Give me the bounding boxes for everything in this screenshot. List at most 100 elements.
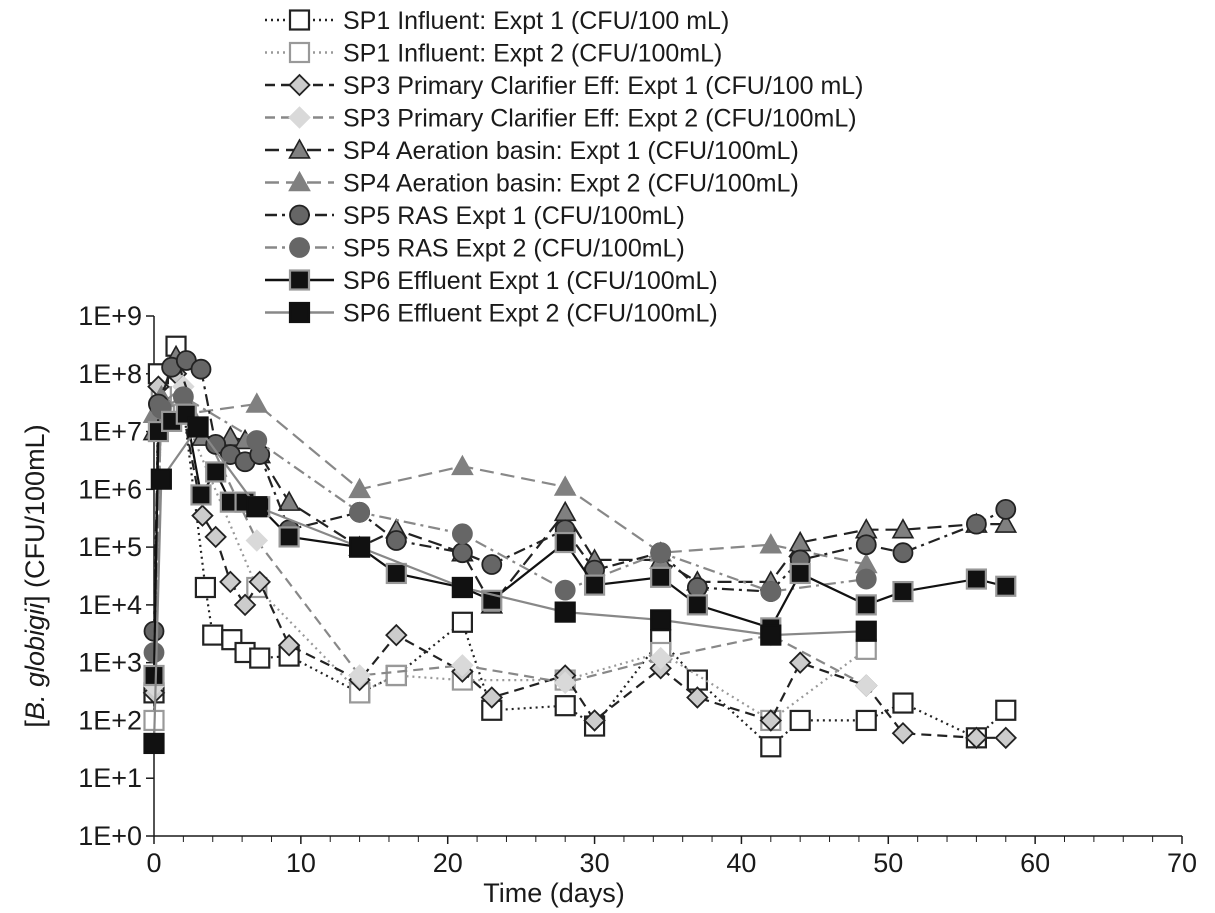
y-axis-title: [B. globigii] (CFU/100mL) [20,424,50,727]
legend-item: SP5 RAS Expt 1 (CFU/100mL) [265,202,685,230]
data-point [995,699,1017,721]
data-point [172,386,194,408]
legend-label: SP4 Aeration basin: Expt 1 (CFU/100mL) [343,137,799,165]
legend-item: SP1 Influent: Expt 2 (CFU/100mL) [265,40,722,68]
y-tick-label: 1E+1 [78,763,142,793]
y-tick-label: 1E+4 [78,590,142,620]
data-point [246,496,268,518]
series-line [152,425,867,744]
y-tick-label: 1E+3 [78,648,142,678]
data-point [789,709,811,732]
data-point [583,574,606,596]
data-point [480,686,504,709]
data-point [760,581,782,602]
y-tick-label: 1E+6 [78,474,142,504]
data-point [788,651,812,674]
series-line [152,353,1006,607]
data-point [190,358,212,380]
legend-marker-swatch [288,73,311,97]
data-point [554,601,576,623]
legend-item: SP6 Effluent Expt 1 (CFU/100mL) [265,267,718,295]
legend-marker-swatch [288,138,311,159]
data-point [245,392,269,413]
data-point [385,562,407,585]
legend-item: SP4 Aeration basin: Expt 2 (CFU/100mL) [265,170,799,198]
legend-item: SP5 RAS Expt 2 (CFU/100mL) [265,235,685,263]
y-tick-label: 1E+7 [78,417,142,447]
data-point [249,647,271,669]
data-point [554,695,576,717]
data-point [553,500,577,522]
x-axis-title: Time (days) [483,878,625,908]
x-tick-label: 0 [146,848,161,878]
data-point [202,624,224,646]
series-10 [143,416,877,755]
legend-marker-swatch [289,204,310,226]
series-line [152,359,1007,632]
data-point [994,726,1018,750]
data-point [553,475,577,496]
y-tick-label: 1E+8 [78,359,142,389]
data-point [385,530,407,551]
data-point [349,501,371,523]
data-point [553,671,577,694]
data-point [143,732,165,755]
legend-label: SP5 RAS Expt 1 (CFU/100mL) [343,202,685,230]
legend-marker-swatch [288,170,311,192]
legend-label: SP5 RAS Expt 2 (CFU/100mL) [343,235,685,263]
data-point [451,611,473,633]
legend-marker-swatch [288,301,311,324]
data-point [650,609,672,631]
legend: SP1 Influent: Expt 1 (CFU/100 mL) SP1 Inf… [265,7,864,328]
y-axis-title-suffix: ] (CFU/100mL) [20,424,50,603]
data-point [245,529,269,552]
data-point [855,568,877,590]
x-tick-label: 70 [1167,848,1197,878]
plot-area [142,335,1018,758]
data-point [855,620,877,642]
legend-label: SP1 Influent: Expt 2 (CFU/100mL) [343,40,722,68]
data-point [248,570,271,594]
y-tick-label: 1E+9 [78,301,142,331]
series-8 [143,386,877,663]
data-point [650,542,672,564]
y-tick-label: 1E+5 [78,532,142,562]
data-point [554,531,576,554]
data-point [760,624,782,646]
y-tick-label: 1E+0 [78,821,142,851]
data-point [219,570,242,594]
data-point [278,526,300,548]
data-point [385,664,407,687]
data-point [892,580,914,603]
data-point [451,576,473,599]
data-point [855,709,877,732]
data-point [686,594,708,616]
legend-item: SP4 Aeration basin: Expt 1 (CFU/100mL) [265,137,799,165]
data-point [204,525,227,549]
data-point [385,623,408,647]
y-axis-title-italic: B. globigii [20,602,50,720]
legend-item: SP6 Effluent Expt 2 (CFU/100mL) [265,300,718,328]
legend-label: SP3 Primary Clarifier Eff: Expt 2 (CFU/1… [343,105,857,133]
legend-marker-swatch [288,41,311,64]
series-1 [143,335,1017,758]
data-point [451,454,474,476]
data-point [891,722,915,745]
data-point [966,513,987,535]
x-tick-label: 20 [433,848,463,878]
y-axis-title-prefix: [ [20,720,50,728]
data-point [205,433,227,455]
data-point [892,542,914,564]
data-point [190,484,212,506]
data-point [995,575,1017,597]
data-point [995,498,1017,520]
series-line [152,412,1007,676]
legend-marker-swatch [289,237,310,258]
x-ticks: 0 10 20 30 40 50 60 70 [146,836,1197,878]
x-tick-label: 50 [873,848,903,878]
data-point [649,646,672,670]
data-point [150,468,172,490]
data-point [277,634,301,657]
data-point [277,490,301,511]
legend-marker-swatch [288,269,311,291]
